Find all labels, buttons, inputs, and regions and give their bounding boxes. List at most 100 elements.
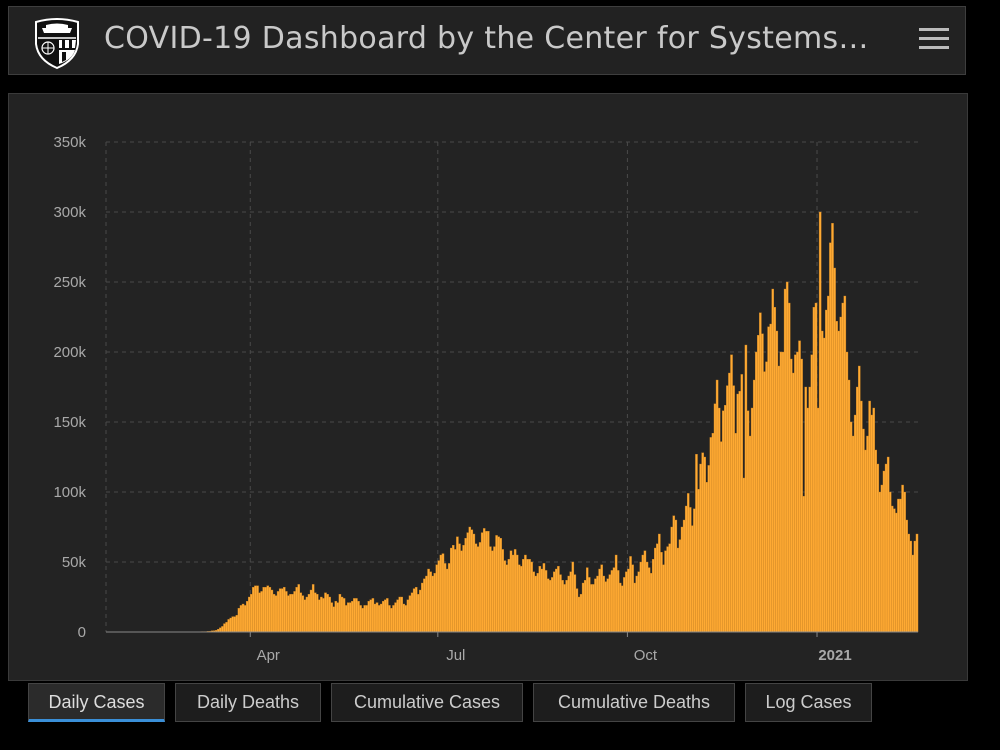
bar-daily-cases bbox=[270, 589, 274, 633]
bar-daily-cases bbox=[748, 435, 752, 633]
bar-daily-cases bbox=[755, 351, 758, 633]
bar-daily-cases bbox=[835, 321, 838, 633]
bar-daily-cases bbox=[810, 354, 814, 633]
bar-daily-cases bbox=[728, 372, 731, 633]
bar-daily-cases bbox=[252, 587, 255, 633]
bar-daily-cases bbox=[266, 585, 270, 633]
bar-daily-cases bbox=[287, 595, 290, 633]
university-shield-logo bbox=[35, 18, 79, 70]
bar-daily-cases bbox=[763, 371, 766, 633]
bar-daily-cases bbox=[781, 351, 785, 633]
bar-daily-cases bbox=[767, 326, 770, 633]
bar-daily-cases bbox=[590, 584, 593, 633]
bar-daily-cases bbox=[573, 574, 577, 633]
bar-daily-cases bbox=[699, 463, 702, 633]
bar-daily-cases bbox=[509, 550, 513, 633]
bar-daily-cases bbox=[818, 211, 822, 633]
bar-daily-cases bbox=[493, 546, 496, 633]
bar-daily-cases bbox=[363, 605, 366, 633]
bar-daily-cases bbox=[487, 531, 490, 633]
bar-daily-cases bbox=[243, 605, 247, 633]
bar-daily-cases bbox=[719, 441, 723, 633]
bar-daily-cases bbox=[660, 552, 663, 633]
bar-daily-cases bbox=[318, 599, 321, 633]
bar-daily-cases bbox=[309, 589, 313, 633]
bar-daily-cases bbox=[586, 567, 589, 633]
bar-daily-cases bbox=[876, 463, 880, 633]
bar-daily-cases bbox=[853, 414, 857, 633]
tab-daily-deaths[interactable]: Daily Deaths bbox=[175, 683, 321, 722]
tab-cumulative-deaths[interactable]: Cumulative Deaths bbox=[533, 683, 735, 722]
bar-daily-cases bbox=[530, 561, 533, 633]
bar-daily-cases bbox=[827, 295, 830, 633]
bar-daily-cases bbox=[371, 598, 375, 633]
bar-daily-cases bbox=[616, 570, 620, 633]
bar-daily-cases bbox=[864, 449, 867, 633]
bar-daily-cases bbox=[746, 410, 750, 633]
bar-daily-cases bbox=[641, 554, 645, 633]
bar-daily-cases bbox=[606, 578, 610, 633]
bar-daily-cases bbox=[792, 372, 795, 633]
bar-daily-cases bbox=[515, 554, 519, 633]
y-tick-label: 200k bbox=[53, 344, 86, 361]
bar-daily-cases bbox=[489, 546, 492, 633]
bar-daily-cases bbox=[592, 584, 595, 633]
bar-daily-cases bbox=[355, 598, 358, 633]
bar-daily-cases bbox=[394, 602, 397, 633]
bar-daily-cases bbox=[860, 400, 863, 633]
bar-daily-cases bbox=[264, 587, 267, 633]
y-tick-label: 300k bbox=[53, 204, 86, 221]
bar-daily-cases bbox=[579, 594, 583, 633]
bar-daily-cases bbox=[285, 591, 288, 633]
bar-daily-cases bbox=[439, 554, 443, 633]
bar-daily-cases bbox=[466, 532, 469, 633]
daily-cases-chart: 0 50k 100k 150k 200k 250k 300k 350k Apr Jul Oct 202… bbox=[53, 134, 919, 664]
bar-daily-cases bbox=[664, 550, 667, 633]
bar-daily-cases bbox=[717, 407, 721, 633]
bar-daily-cases bbox=[281, 588, 284, 633]
bar-daily-cases bbox=[396, 599, 399, 633]
tab-log-cases[interactable]: Log Cases bbox=[745, 683, 872, 722]
bar-daily-cases bbox=[404, 605, 408, 633]
bar-daily-cases bbox=[785, 281, 789, 633]
bar-daily-cases bbox=[911, 554, 915, 633]
bar-daily-cases bbox=[435, 564, 439, 633]
bar-daily-cases bbox=[550, 577, 554, 633]
bar-daily-cases bbox=[260, 591, 263, 633]
bar-daily-cases bbox=[406, 599, 410, 633]
bar-daily-cases bbox=[858, 365, 861, 633]
bar-daily-cases bbox=[520, 566, 523, 633]
bar-daily-cases bbox=[377, 605, 381, 633]
bar-daily-cases bbox=[311, 584, 315, 633]
hamburger-menu-icon[interactable] bbox=[919, 23, 949, 53]
bar-daily-cases bbox=[806, 407, 809, 633]
bar-daily-cases bbox=[816, 407, 820, 633]
bar-daily-cases bbox=[408, 595, 412, 633]
bar-daily-cases bbox=[437, 560, 441, 633]
bar-daily-cases bbox=[322, 598, 325, 633]
bar-daily-cases bbox=[903, 491, 906, 633]
bar-daily-cases bbox=[559, 574, 562, 633]
bar-daily-cases bbox=[419, 589, 422, 633]
bar-daily-cases bbox=[612, 567, 616, 633]
bar-daily-cases bbox=[293, 591, 296, 633]
bar-daily-cases bbox=[678, 539, 682, 633]
tab-cumulative-cases[interactable]: Cumulative Cases bbox=[331, 683, 523, 722]
bar-daily-cases bbox=[913, 540, 917, 633]
bar-daily-cases bbox=[629, 556, 632, 633]
bar-daily-cases bbox=[742, 477, 746, 633]
bar-daily-cases bbox=[633, 582, 636, 633]
bar-daily-cases bbox=[623, 577, 626, 633]
tab-daily-cases[interactable]: Daily Cases bbox=[28, 683, 165, 722]
x-tick-label: Apr bbox=[257, 647, 280, 664]
bar-daily-cases bbox=[274, 595, 278, 633]
bar-daily-cases bbox=[829, 242, 832, 633]
bar-daily-cases bbox=[305, 596, 309, 633]
bar-daily-cases bbox=[843, 295, 847, 633]
bar-daily-cases bbox=[798, 340, 801, 633]
bar-daily-cases bbox=[548, 580, 552, 633]
bar-daily-cases bbox=[412, 588, 416, 633]
bar-daily-cases bbox=[866, 435, 869, 633]
bar-daily-cases bbox=[851, 435, 855, 633]
bar-daily-cases bbox=[445, 568, 449, 633]
